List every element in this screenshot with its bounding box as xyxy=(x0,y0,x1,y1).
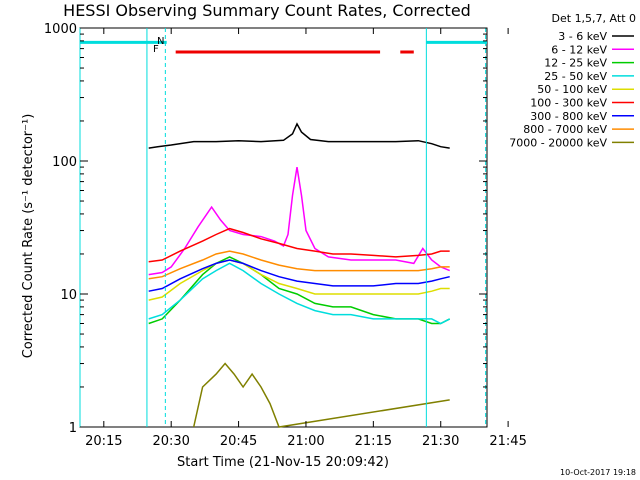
overlay-layer xyxy=(79,28,487,427)
x-ticks: 20:15 20:30 20:45 21:00 21:15 21:30 21:45 xyxy=(85,28,527,449)
x-tick-label-3: 21:00 xyxy=(287,434,324,449)
series-line-1 xyxy=(148,166,450,276)
legend-label-0: 3 - 6 keV xyxy=(558,30,607,43)
x-axis-label: Start Time (21-Nov-15 20:09:42) xyxy=(177,455,389,470)
chart-title: HESSI Observing Summary Count Rates, Cor… xyxy=(63,1,471,20)
n-flag-label: N xyxy=(157,36,164,47)
x-tick-label-2: 20:45 xyxy=(220,434,257,449)
x-tick-label-0: 20:15 xyxy=(85,434,122,449)
legend-label-1: 6 - 12 keV xyxy=(551,43,607,56)
series-line-5 xyxy=(148,227,450,263)
x-tick-label-5: 21:30 xyxy=(422,434,459,449)
series-line-6 xyxy=(148,259,450,292)
y-ticks: 1 10 100 1000 xyxy=(44,22,487,436)
y-tick-label-3: 1000 xyxy=(44,22,77,37)
series-line-4 xyxy=(148,259,450,301)
y-tick-label-2: 100 xyxy=(52,155,77,170)
legend-label-3: 25 - 50 keV xyxy=(544,70,607,83)
legend-label-7: 800 - 7000 keV xyxy=(523,123,607,136)
legend-label-6: 300 - 800 keV xyxy=(530,110,607,123)
legend-label-2: 12 - 25 keV xyxy=(544,57,607,70)
y-tick-label-0: 1 xyxy=(69,421,77,436)
legend-title: Det 1,5,7, Att 0 xyxy=(552,12,636,25)
x-tick-label-4: 21:15 xyxy=(355,434,392,449)
legend-label-4: 50 - 100 keV xyxy=(537,83,607,96)
x-tick-label-1: 20:30 xyxy=(152,434,189,449)
y-axis-label: Corrected Count Rate (s⁻¹ detector⁻¹) xyxy=(21,114,36,359)
x-tick-label-6: 21:45 xyxy=(489,434,526,449)
series-layer xyxy=(148,122,451,428)
series-line-2 xyxy=(148,256,451,325)
series-line-7 xyxy=(148,250,450,280)
series-line-0 xyxy=(148,122,450,149)
legend-label-5: 100 - 300 keV xyxy=(530,97,607,110)
legend-label-8: 7000 - 20000 keV xyxy=(509,136,607,149)
f-flag-label: F xyxy=(153,44,159,55)
y-tick-label-1: 10 xyxy=(60,288,77,303)
series-line-8 xyxy=(192,362,450,428)
footer-date: 10-Oct-2017 19:18 xyxy=(560,468,636,477)
series-line-3 xyxy=(148,262,451,325)
